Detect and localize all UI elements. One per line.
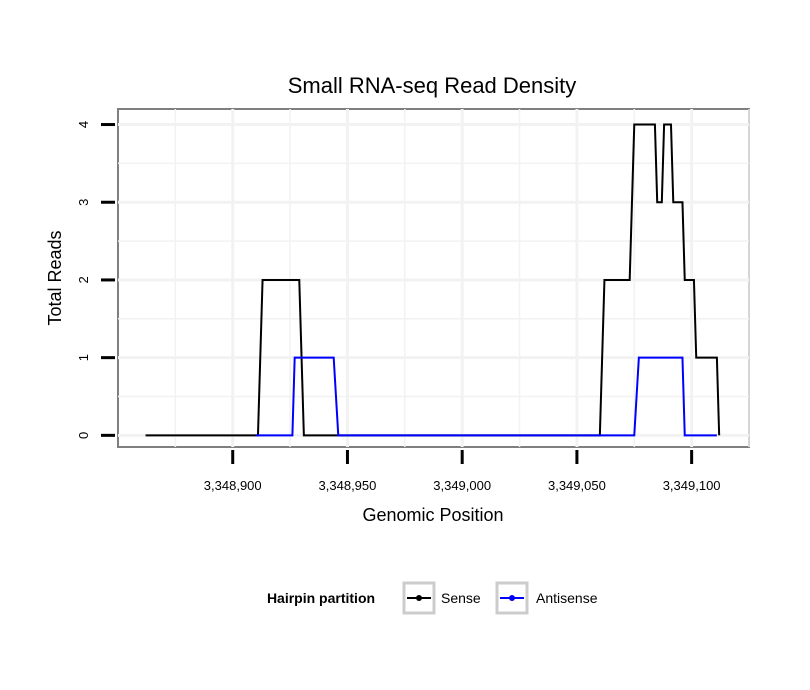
x-tick-label: 3,348,950	[319, 478, 377, 493]
legend-label-antisense: Antisense	[536, 590, 598, 606]
y-tick-label: 0	[76, 432, 91, 439]
y-tick-label: 3	[76, 199, 91, 206]
legend-key-antisense-dot	[509, 595, 515, 601]
plot-panel	[117, 108, 750, 448]
grid-lines	[118, 109, 750, 447]
x-axis: 3,348,900 3,348,950 3,349,000 3,349,050 3,34…	[204, 450, 721, 493]
series-line-sense	[145, 123, 721, 437]
x-tick-label: 3,349,000	[433, 478, 491, 493]
legend: Hairpin partition Sense Antisense	[267, 581, 598, 615]
plot-area	[117, 108, 750, 448]
legend-key-sense-dot	[416, 595, 422, 601]
x-tick-label: 3,348,900	[204, 478, 262, 493]
x-tick-label: 3,349,100	[663, 478, 721, 493]
x-tick-label: 3,349,050	[548, 478, 606, 493]
chart-title: Small RNA-seq Read Density	[288, 73, 577, 98]
y-tick-label: 1	[76, 354, 91, 361]
y-axis: 0 1 2 3 4	[76, 121, 115, 439]
legend-label-sense: Sense	[441, 590, 481, 606]
series-layer	[145, 123, 721, 437]
x-axis-label: Genomic Position	[362, 505, 503, 525]
y-tick-label: 2	[76, 276, 91, 283]
series-line-antisense	[255, 356, 717, 437]
y-axis-label: Total Reads	[45, 230, 65, 325]
legend-title: Hairpin partition	[267, 590, 375, 606]
y-tick-label: 4	[76, 121, 91, 128]
